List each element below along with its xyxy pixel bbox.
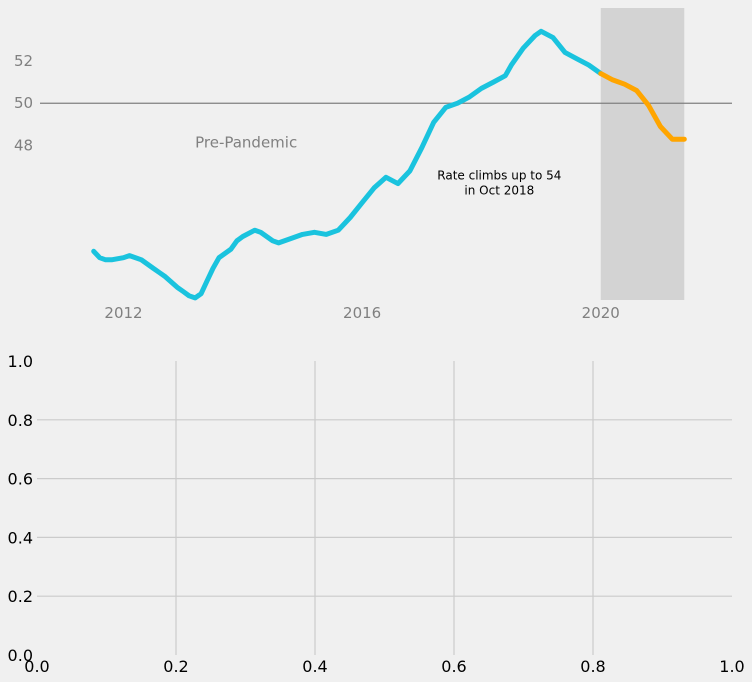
bottom-y-tick-label: 1.0: [8, 352, 33, 371]
top-x-tick-label: 2016: [343, 304, 381, 322]
bottom-x-tick-label: 0.6: [441, 657, 466, 676]
pandemic-shaded-band: [600, 8, 685, 300]
bottom-x-tick-label: 0.2: [163, 657, 188, 676]
top-chart: 48 50 52 2012 2016 2020 Pre-Pandemic Rat…: [14, 8, 732, 322]
bottom-x-tick-label: 0.0: [24, 657, 49, 676]
annotation-pre-pandemic: Pre-Pandemic: [195, 134, 297, 152]
bottom-x-tick-label: 0.8: [580, 657, 605, 676]
series-line-pre-pandemic: [91, 28, 604, 301]
series-line-pandemic: [598, 71, 687, 142]
annotation-peak-note-line-1: Rate climbs up to 54: [437, 168, 561, 182]
top-y-tick-label: 48: [14, 137, 33, 155]
bottom-y-tick-label: 0.8: [8, 411, 33, 430]
bottom-y-tick-label: 0.2: [8, 587, 33, 606]
bottom-grid: [37, 361, 732, 655]
bottom-x-tick-label: 0.4: [302, 657, 327, 676]
bottom-y-tick-label: 0.0: [8, 646, 33, 665]
bottom-x-tick-label: 1.0: [719, 657, 744, 676]
bottom-chart: 0.0 0.2 0.4 0.6 0.8 1.0 0.0 0.2 0.4 0.6 …: [8, 352, 745, 676]
top-x-tick-label: 2012: [104, 304, 142, 322]
bottom-y-tick-label: 0.6: [8, 470, 33, 489]
top-x-tick-label: 2020: [582, 304, 620, 322]
top-y-tick-label: 52: [14, 52, 33, 70]
bottom-y-tick-label: 0.4: [8, 528, 33, 547]
top-y-tick-label: 50: [14, 94, 33, 112]
annotation-peak-note-line-2: in Oct 2018: [464, 183, 534, 197]
